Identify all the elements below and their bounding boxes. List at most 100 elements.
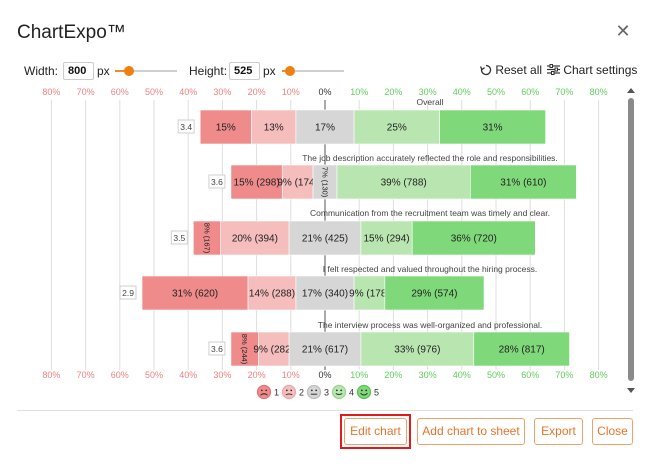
face-mouth (335, 393, 343, 395)
size-controls: Width: 800 px Height: 525 px Reset all (0, 60, 650, 82)
axis-tick-label-top: 30% (419, 87, 437, 97)
bar-segment-2 (247, 275, 297, 311)
scroll-down-arrow[interactable] (627, 388, 635, 393)
axis-tick-label-top: 50% (487, 87, 505, 97)
height-slider-handle[interactable] (285, 66, 295, 76)
width-slider-handle[interactable] (124, 66, 134, 76)
data-label: 15% (216, 123, 236, 134)
axis-tick-label-bottom: 70% (77, 370, 95, 380)
score-label: 3.5 (173, 233, 185, 243)
row-title: Communication from the recruitment team … (310, 208, 550, 218)
axis-tick-label-bottom: 60% (521, 370, 539, 380)
row-title: I felt respected and valued throughout t… (323, 264, 538, 274)
add-chart-to-sheet-button[interactable]: Add chart to sheet (417, 418, 525, 445)
data-label: 20% (394) (232, 234, 278, 245)
axis-tick-label-bottom: 40% (453, 370, 471, 380)
scroll-up-arrow[interactable] (627, 88, 635, 93)
score-label: 3.6 (211, 177, 223, 187)
face-eye (265, 389, 268, 392)
axis-tick-label-bottom: 50% (145, 370, 163, 380)
axis-tick-label-bottom: 80% (42, 370, 60, 380)
data-label: 39% (788) (381, 178, 427, 189)
bar-segment-5 (470, 164, 577, 200)
reset-all-button[interactable]: Reset all (479, 63, 543, 77)
bar-segment-1 (199, 109, 252, 145)
axis-tick-label-bottom: 40% (179, 370, 197, 380)
face-circle (306, 384, 322, 400)
legend-face-icon-1 (256, 384, 272, 400)
export-button[interactable]: Export (534, 418, 583, 445)
axis-tick-label-bottom: 10% (282, 370, 300, 380)
face-eye (360, 389, 363, 392)
score-label: 3.6 (211, 344, 223, 354)
axis-tick-label-bottom: 20% (384, 370, 402, 380)
row-title: The interview process was well-organized… (318, 320, 542, 330)
bar-segment-5 (439, 109, 546, 145)
data-label: 13% (264, 123, 284, 134)
axis-tick-label-top: 80% (42, 87, 60, 97)
edit-chart-highlight (340, 414, 411, 449)
face-mouth (360, 392, 368, 396)
axis-tick-label-bottom: 20% (248, 370, 266, 380)
width-input[interactable]: 800 (63, 62, 94, 80)
face-eye (365, 389, 368, 392)
face-eye (315, 389, 318, 392)
data-label: 15% (294) (363, 234, 409, 245)
face-eye (290, 389, 293, 392)
data-label: 8% (244) (240, 334, 249, 365)
height-input[interactable]: 525 (229, 62, 260, 80)
close-button[interactable]: Close (592, 418, 633, 445)
axis-tick-label-top: 20% (248, 87, 266, 97)
axis-tick-label-top: 20% (384, 87, 402, 97)
data-label: 8% (167) (203, 223, 212, 254)
face-mouth (260, 393, 268, 396)
legend-label: 1 (274, 388, 279, 398)
face-eye (285, 389, 288, 392)
reset-all-label: Reset all (495, 63, 543, 77)
score-box (208, 174, 226, 189)
data-label: 7% (130) (321, 167, 330, 198)
axis-tick-label-bottom: 70% (555, 370, 573, 380)
legend-face-icon-2 (281, 384, 297, 400)
bar-segment-5 (473, 331, 570, 367)
bar-segment-1 (230, 164, 283, 200)
bar-segment-5 (411, 220, 536, 256)
axis-tick-label-bottom: 60% (111, 370, 129, 380)
axis-tick-label-bottom: 30% (419, 370, 437, 380)
chart-settings-button[interactable]: Chart settings (547, 63, 637, 77)
chart-settings-label: Chart settings (563, 63, 638, 77)
score-box (177, 119, 195, 134)
face-eye (310, 389, 313, 392)
scroll-thumb[interactable] (628, 98, 634, 381)
edit-chart-button[interactable]: Edit chart (344, 418, 407, 445)
width-slider-fill (115, 70, 128, 72)
score-label: 3.4 (180, 122, 192, 132)
reset-icon (479, 64, 492, 76)
axis-tick-label-bottom: 30% (213, 370, 231, 380)
axis-tick-label-top: 10% (350, 87, 368, 97)
face-circle (281, 384, 297, 400)
row-title: Overall (417, 97, 444, 107)
face-mouth (285, 393, 293, 396)
data-label: 21% (425) (302, 234, 348, 245)
axis-tick-label-bottom: 10% (350, 370, 368, 380)
bar-segment-3 (288, 331, 362, 367)
data-label: 31% (483, 123, 503, 134)
axis-tick-label-bottom: 0% (318, 370, 331, 380)
data-label: 31% (620) (172, 289, 218, 300)
vertical-scrollbar[interactable] (627, 88, 635, 393)
data-label: 9% (178) (349, 289, 390, 300)
face-circle (256, 384, 272, 400)
close-icon[interactable]: ✕ (615, 21, 631, 41)
axis-tick-label-top: 40% (453, 87, 471, 97)
height-slider-track[interactable] (282, 70, 344, 72)
legend-label: 2 (299, 388, 304, 398)
score-box (170, 230, 188, 245)
data-label: 28% (817) (499, 345, 545, 356)
axis-tick-label-top: 70% (555, 87, 573, 97)
width-slider-track[interactable] (115, 70, 177, 72)
data-label: 31% (610) (500, 178, 546, 189)
height-unit: px (263, 64, 276, 78)
data-label: 17% (340) (302, 289, 348, 300)
